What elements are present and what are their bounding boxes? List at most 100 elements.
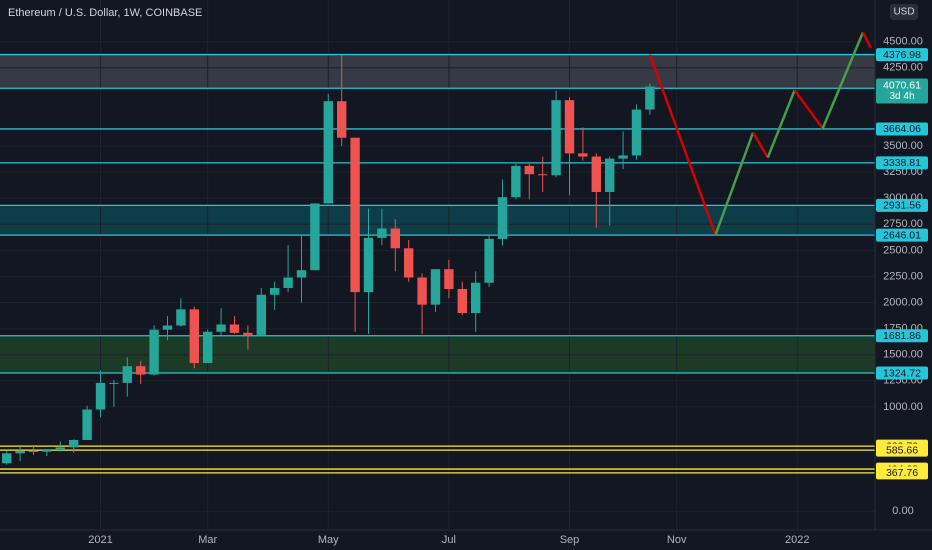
candle-body — [470, 282, 481, 313]
x-tick-label: 2022 — [785, 534, 809, 546]
candle-body — [604, 158, 615, 192]
projection-segment — [766, 89, 796, 159]
candle-body — [337, 101, 347, 138]
candle-body — [136, 366, 146, 375]
y-tick-label: 1500.00 — [883, 349, 923, 361]
candle-body — [15, 451, 25, 454]
candle-body — [203, 331, 213, 364]
candle-body — [82, 409, 92, 440]
y-tick-label: 2500.00 — [883, 244, 923, 256]
level-badge — [876, 48, 928, 62]
level-badge-text: 3338.81 — [883, 157, 921, 169]
level-badge — [876, 228, 928, 242]
candle-body — [457, 288, 467, 313]
candle-body — [524, 165, 534, 175]
projection-segment — [793, 89, 824, 130]
level-badge-text: 367.76 — [886, 467, 918, 479]
candle-body — [310, 203, 320, 271]
candle-body — [243, 332, 253, 335]
level-badge — [876, 443, 928, 457]
candle-body — [390, 228, 400, 249]
candle-body — [511, 165, 521, 198]
currency-button[interactable] — [890, 4, 918, 20]
level-badge-text: 585.66 — [886, 444, 918, 456]
x-tick-label: Sep — [560, 534, 580, 546]
candle-body — [270, 287, 280, 295]
x-tick-label: May — [318, 534, 339, 546]
currency-label[interactable]: USD — [893, 7, 914, 18]
level-badge-text: 2646.01 — [883, 229, 921, 241]
x-tick-label: Jul — [442, 534, 456, 546]
candle-body — [296, 270, 307, 278]
candle-body — [95, 382, 106, 410]
candle-body — [377, 228, 387, 238]
level-badge-text: 4376.98 — [883, 49, 921, 61]
chart-title: Ethereum / U.S. Dollar, 1W, COINBASE — [8, 7, 202, 19]
candle-body — [149, 329, 159, 375]
candle-body — [484, 238, 494, 283]
zone — [0, 205, 875, 236]
level-badge — [876, 329, 928, 343]
candle-body — [417, 277, 427, 305]
projection-segment — [821, 31, 865, 129]
countdown-text: 3d 4h — [889, 91, 914, 102]
zone — [0, 54, 875, 89]
candle-body — [229, 324, 240, 333]
candle-body — [189, 309, 199, 364]
y-tick-label: 4250.00 — [883, 62, 923, 74]
y-tick-label: 3500.00 — [883, 140, 923, 152]
level-badge-text: 3664.06 — [883, 123, 921, 135]
candle-body — [216, 324, 226, 332]
candle-body — [109, 382, 119, 384]
level-badge-text: 1324.72 — [883, 367, 921, 379]
candle-body — [55, 447, 65, 450]
candle-body — [28, 451, 39, 453]
y-tick-label: 4500.00 — [883, 36, 923, 48]
candle-body — [444, 269, 454, 289]
level-badge — [876, 156, 928, 170]
candle-body — [323, 101, 333, 204]
candle-body — [350, 137, 360, 293]
candle-body — [42, 449, 52, 452]
candle-body — [363, 237, 374, 293]
candle-body — [591, 156, 601, 192]
level-badge-text: 1681.86 — [883, 330, 921, 342]
candle-body — [162, 325, 173, 330]
candle-body — [122, 366, 132, 383]
level-badge — [876, 466, 928, 480]
candle-body — [430, 269, 441, 305]
price-badge-text: 4070.61 — [883, 79, 921, 91]
projection-segment — [861, 31, 873, 49]
x-tick-label: Nov — [667, 534, 687, 546]
projection-segment — [751, 131, 769, 159]
candle-body — [618, 155, 628, 159]
candle-body — [283, 277, 293, 288]
level-badge-text: 2931.56 — [883, 200, 921, 212]
candle-body — [497, 197, 508, 239]
candle-body — [645, 86, 655, 110]
x-tick-label: Mar — [198, 534, 217, 546]
candle-body — [551, 100, 561, 176]
candle-body — [564, 100, 575, 154]
projection-segment — [648, 54, 717, 236]
candle-body — [537, 174, 548, 176]
candle-body — [578, 153, 588, 157]
projection-segment — [714, 132, 755, 236]
y-tick-label: 1000.00 — [883, 401, 923, 413]
level-badge — [876, 198, 928, 212]
y-tick-label: 2000.00 — [883, 296, 923, 308]
candle-body — [176, 309, 186, 326]
y-tick-label: 0.00 — [892, 505, 913, 517]
candle-body — [69, 439, 79, 448]
level-badge — [876, 122, 928, 136]
level-badge — [876, 366, 928, 380]
candle-body — [631, 109, 642, 156]
candle-body — [256, 294, 266, 335]
y-tick-label: 2750.00 — [883, 218, 923, 230]
candle-body — [2, 453, 12, 464]
candle-body — [404, 248, 414, 278]
price-badge — [876, 78, 928, 104]
y-tick-label: 2250.00 — [883, 270, 923, 282]
